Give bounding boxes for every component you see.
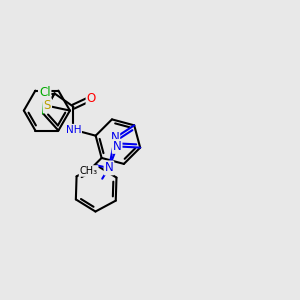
Text: N: N <box>104 161 113 174</box>
Text: N: N <box>110 131 119 144</box>
Text: CH₃: CH₃ <box>80 166 98 176</box>
Text: NH: NH <box>66 125 81 135</box>
Text: O: O <box>86 92 96 105</box>
Text: Cl: Cl <box>39 85 50 99</box>
Text: N: N <box>113 140 122 153</box>
Text: S: S <box>44 99 51 112</box>
